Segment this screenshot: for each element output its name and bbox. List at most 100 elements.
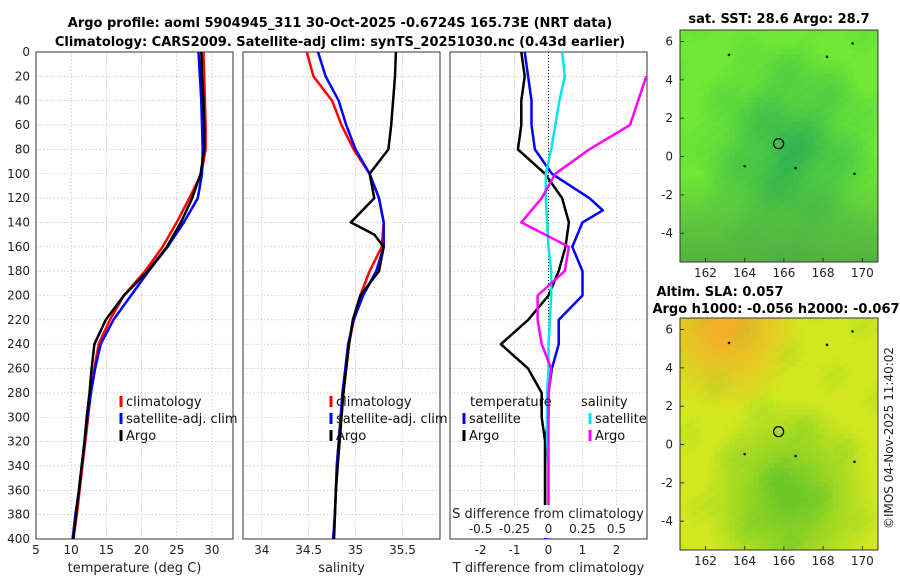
map-lon-tick-label: 170 [851, 554, 874, 568]
map-cell [724, 467, 730, 474]
map-cell [779, 429, 785, 435]
map-cell [724, 390, 730, 396]
map-cell [694, 492, 701, 498]
map-cell [739, 540, 745, 546]
map-cell [863, 252, 869, 258]
map-cell [779, 356, 785, 362]
map-cell [788, 405, 795, 411]
map-cell [714, 385, 720, 391]
map-cell [779, 102, 785, 108]
map-cell [853, 482, 859, 488]
map-cell [680, 34, 686, 41]
map-cell [694, 218, 701, 224]
map-cell [793, 376, 800, 382]
map-cell [779, 233, 785, 239]
map-cell [684, 78, 691, 84]
map-cell [749, 318, 755, 324]
map-cell [808, 540, 815, 546]
map-cell [764, 179, 770, 186]
map-cell [769, 146, 775, 152]
map-cell [813, 175, 819, 181]
map-cell [769, 121, 775, 128]
map-cell [808, 438, 815, 445]
map-cell [729, 88, 735, 94]
map-cell [843, 492, 849, 498]
map-cell [759, 530, 765, 536]
map-cell [684, 88, 691, 94]
map-cell [694, 332, 701, 338]
map-cell [759, 400, 765, 406]
map-cell [680, 107, 686, 113]
map-lat-tick-label: -2 [661, 476, 673, 490]
map-cell [729, 482, 735, 488]
map-cell [843, 112, 849, 118]
map-cell [803, 141, 810, 147]
map-cell [868, 102, 874, 108]
map-cell [709, 59, 716, 65]
map-cell [873, 252, 878, 258]
map-cell [774, 356, 780, 362]
map-cell [838, 155, 844, 161]
map-cell [729, 170, 735, 176]
map-cell [774, 68, 780, 74]
map-cell [769, 409, 775, 416]
map-cell [694, 438, 701, 445]
map-cell [724, 233, 730, 239]
x-tick-label: 10 [64, 543, 79, 557]
map-cell [813, 443, 819, 449]
map-cell [863, 97, 869, 103]
map-cell [724, 73, 730, 79]
map-cell [699, 405, 706, 411]
map-cell [779, 385, 785, 391]
map-cell [818, 405, 824, 411]
map-cell [818, 366, 824, 372]
map-cell [828, 83, 834, 89]
map-cell [714, 501, 720, 507]
map-cell [793, 501, 800, 507]
map-cell [788, 247, 795, 253]
map-cell [764, 506, 770, 512]
map-cell [774, 332, 780, 338]
map-cell [833, 73, 839, 79]
map-cell [764, 228, 770, 234]
map-cell [803, 237, 810, 244]
map-cell [680, 218, 686, 224]
map-cell [724, 525, 730, 532]
map-cell [754, 102, 760, 108]
map-cell [724, 49, 730, 55]
map-cell [680, 506, 686, 512]
map-cell [813, 59, 819, 65]
map-cell [873, 155, 878, 161]
map-cell [848, 448, 854, 454]
map-cell [808, 487, 815, 493]
island-dot [853, 460, 856, 464]
map-cell [843, 487, 849, 493]
map-cell [689, 434, 696, 440]
map-cell [803, 414, 810, 420]
map-cell [704, 208, 711, 215]
map-cell [724, 409, 730, 416]
map-cell [823, 146, 829, 152]
map-cell [739, 463, 745, 469]
map-cell [739, 49, 745, 55]
map-cell [823, 395, 829, 401]
map-cell [754, 228, 760, 234]
map-cell [764, 73, 770, 79]
map-cell [694, 535, 701, 541]
map-cell [779, 39, 785, 45]
map-cell [694, 453, 701, 459]
map-cell [779, 257, 785, 262]
map-cell [744, 487, 750, 493]
map-cell [734, 429, 740, 435]
map-cell [808, 97, 815, 103]
map-cell [764, 477, 770, 483]
map-cell [808, 322, 815, 329]
map-cell [754, 443, 760, 449]
map-cell [719, 472, 725, 478]
map-cell [858, 136, 864, 142]
map-cell [680, 117, 686, 123]
map-cell [724, 112, 730, 118]
map-cell [774, 342, 780, 348]
map-cell [684, 434, 691, 440]
map-cell [734, 199, 740, 205]
